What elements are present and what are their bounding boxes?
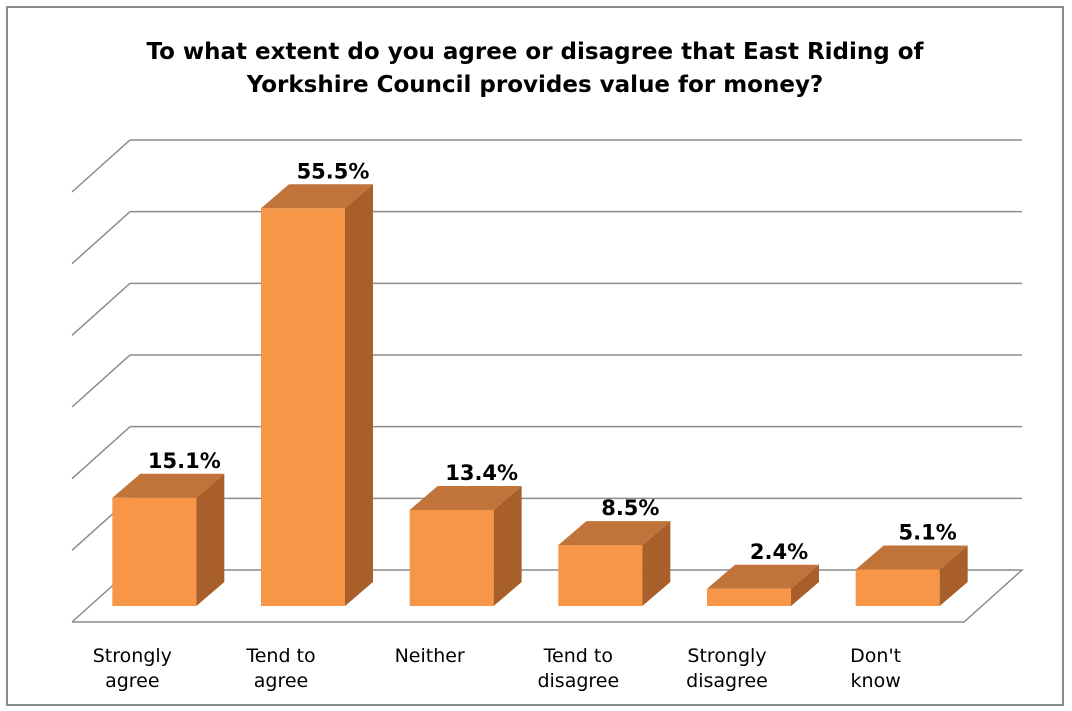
gridline-side <box>71 282 131 336</box>
chart-floor <box>71 569 1024 623</box>
data-label: 2.4% <box>750 540 808 564</box>
bar-side <box>196 473 225 606</box>
gridline-side <box>71 211 131 265</box>
gridline-side <box>71 139 131 193</box>
bar-top <box>409 485 522 510</box>
bar-front <box>409 509 494 606</box>
data-label: 15.1% <box>148 449 221 473</box>
bar-front <box>112 497 197 606</box>
gridline-side <box>71 426 131 480</box>
bar-side <box>345 184 373 606</box>
bar-front <box>558 545 643 606</box>
chart-title: To what extent do you agree or disagree … <box>146 39 924 98</box>
category-label: Tend to agree <box>246 645 316 692</box>
bar-top <box>707 564 819 589</box>
data-label: 5.1% <box>899 520 957 544</box>
category-label: Tend to disagree <box>537 645 620 692</box>
bar-top <box>855 545 968 570</box>
category-label: Strongly agree <box>92 645 172 692</box>
bar-front <box>261 208 345 606</box>
data-label: 13.4% <box>445 461 518 485</box>
bar-side <box>493 485 522 606</box>
data-label: 55.5% <box>297 159 370 183</box>
bar-top <box>112 473 225 498</box>
gridline-side <box>71 354 131 408</box>
bar-side <box>791 564 819 606</box>
category-label: Neither <box>394 645 465 667</box>
bar-top <box>261 184 373 209</box>
bar-top <box>558 521 671 546</box>
bar-front <box>707 588 791 606</box>
bar-side <box>939 545 968 606</box>
bar-front <box>855 569 940 606</box>
category-label: Don't know <box>850 645 902 692</box>
category-label: Strongly disagree <box>686 645 768 692</box>
data-label: 8.5% <box>601 496 659 520</box>
bar-side <box>642 521 671 606</box>
